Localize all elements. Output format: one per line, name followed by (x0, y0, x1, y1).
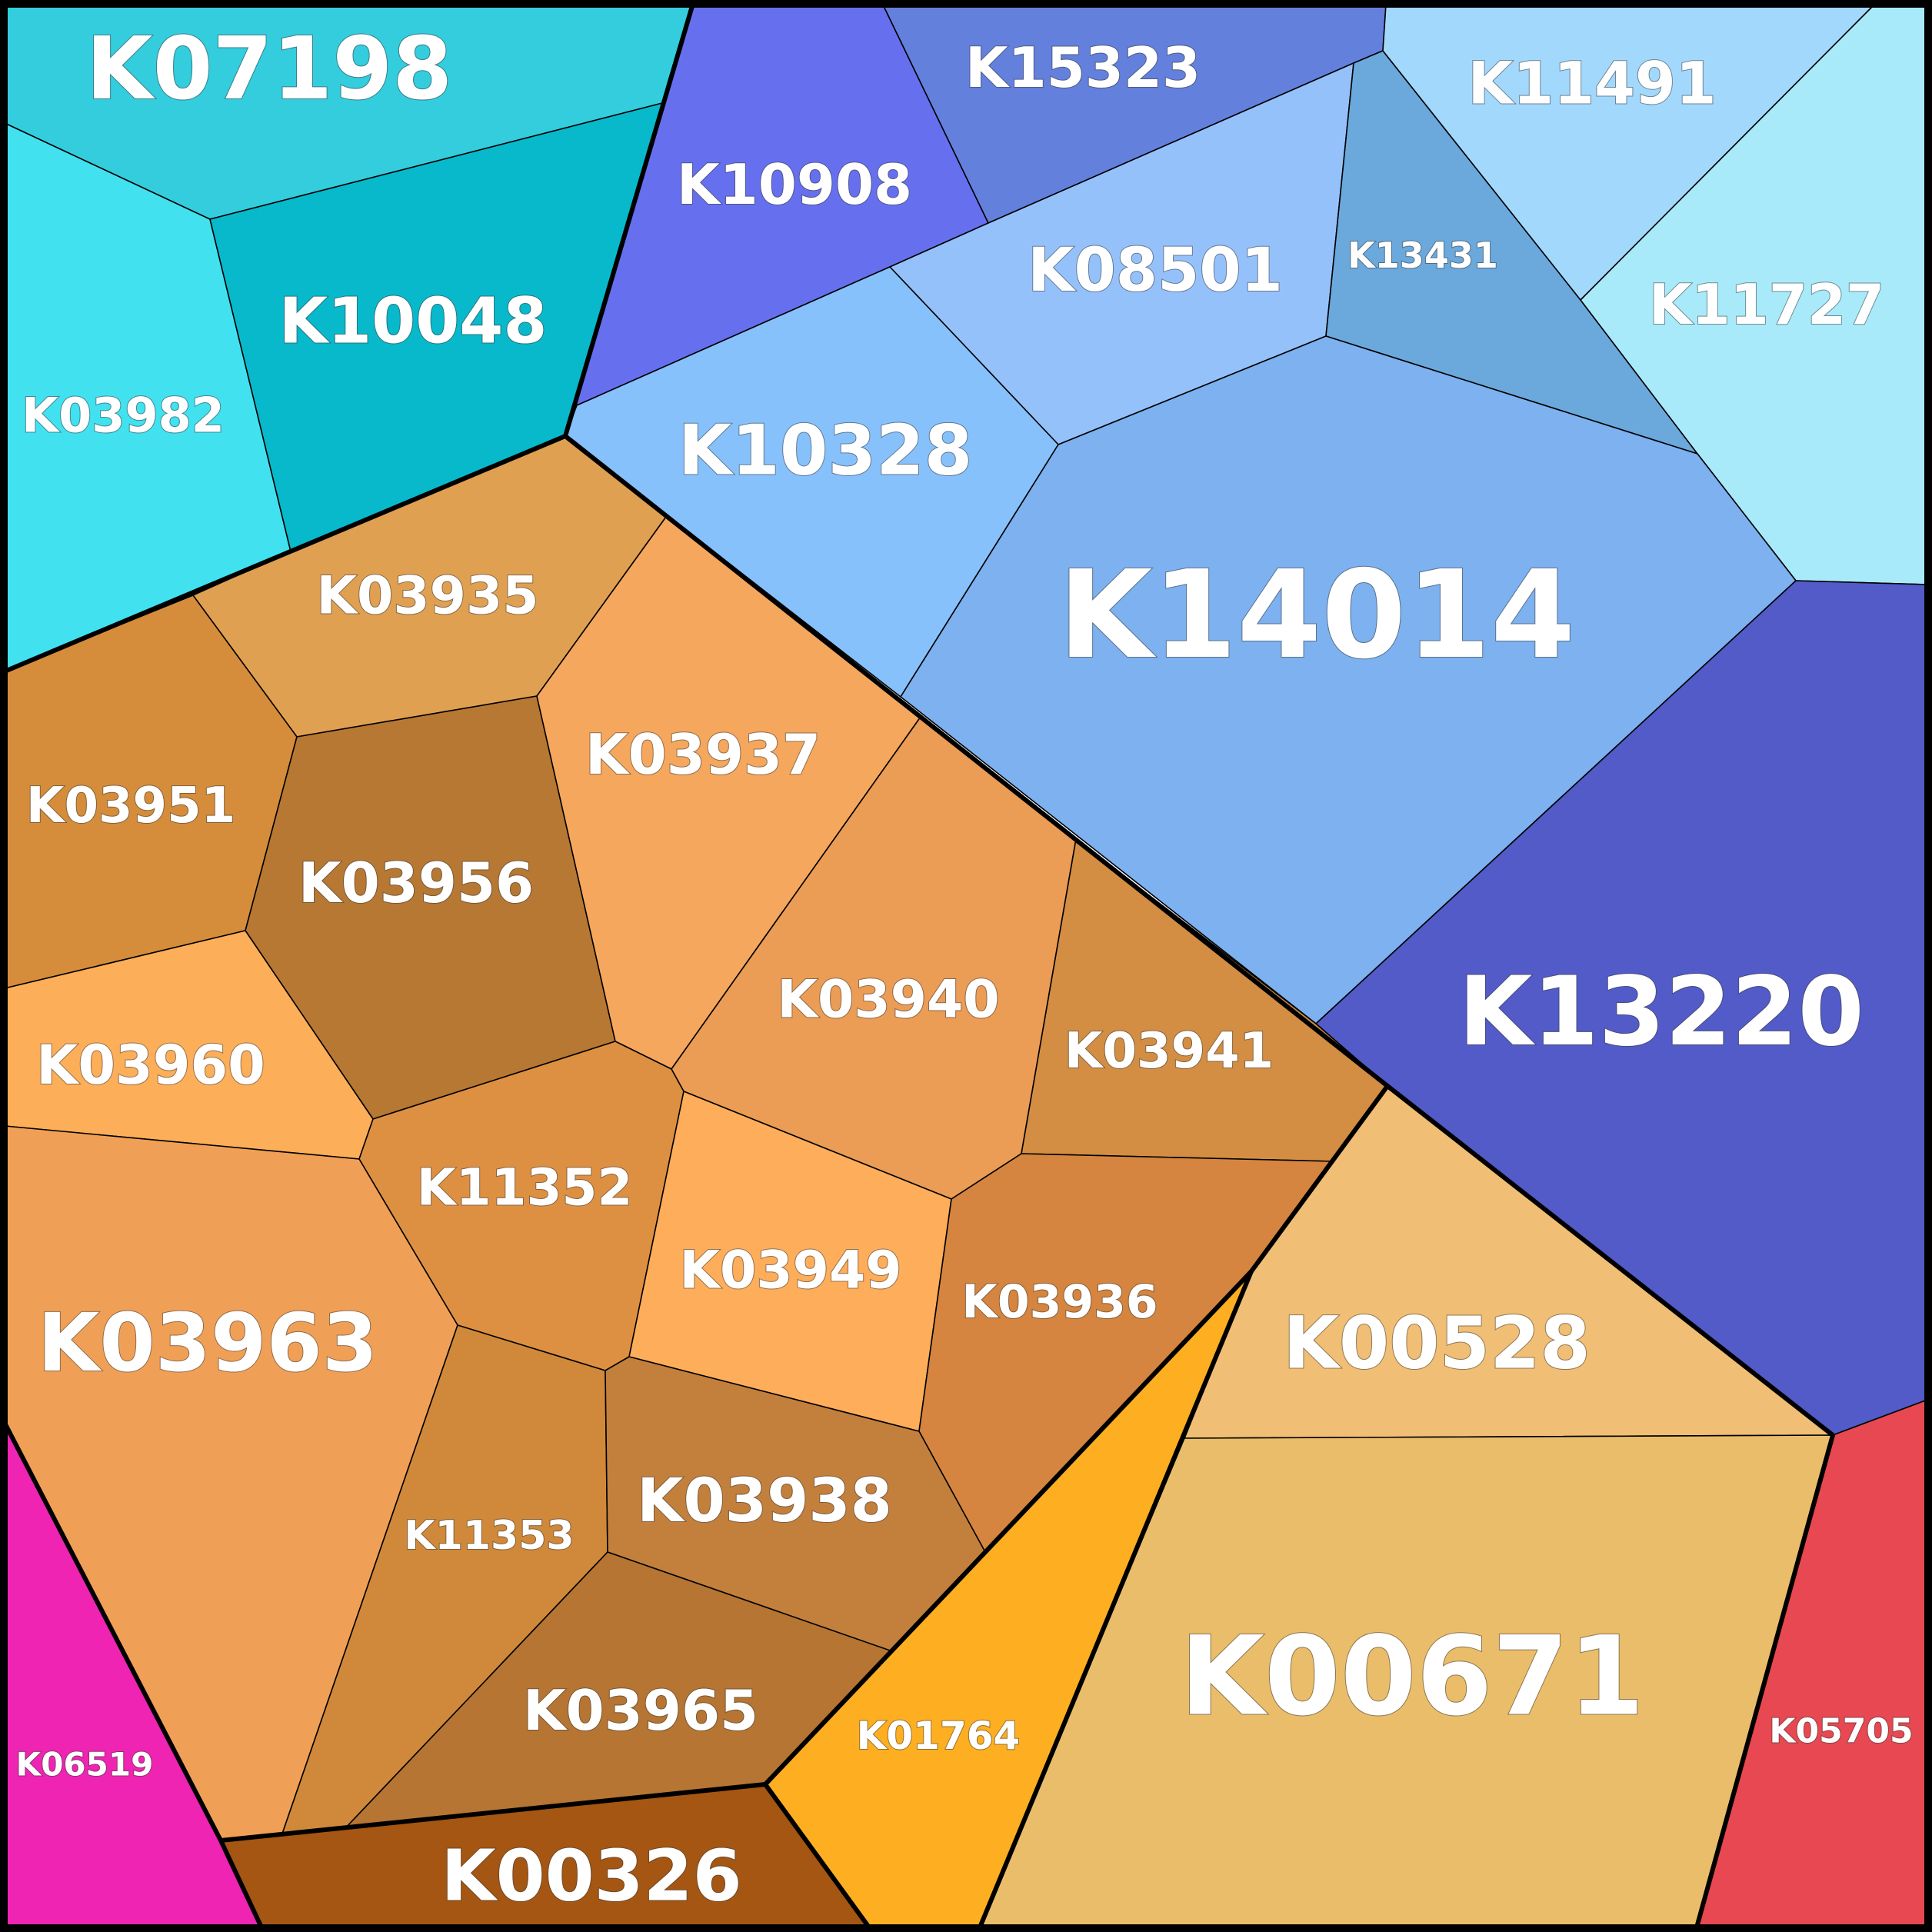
cell-label-k00528: K00528 (1283, 1302, 1591, 1386)
cell-label-k03951: K03951 (26, 778, 235, 834)
cell-label-k01764: K01764 (857, 1714, 1021, 1758)
cell-label-k13431: K13431 (1347, 235, 1498, 276)
cell-label-k03982: K03982 (22, 388, 225, 444)
cell-label-k11727: K11727 (1649, 272, 1884, 337)
group-boundaries (2, 4, 1835, 1930)
cell-label-k05705: K05705 (1769, 1712, 1913, 1751)
cell-label-k10048: K10048 (279, 285, 548, 358)
cell-label-k14014: K14014 (1058, 545, 1575, 686)
cell-label-k10328: K10328 (678, 411, 973, 491)
cell-label-k06519: K06519 (16, 1746, 154, 1784)
labels-layer: K07198 K03982 K10048 K10908 K15323 K08501 K134… (15, 18, 1914, 1918)
cell-label-k03956: K03956 (298, 851, 534, 915)
cell-label-k00326: K00326 (441, 1835, 741, 1917)
cell-label-k15323: K15323 (965, 35, 1201, 100)
cell-label-k11491: K11491 (1467, 49, 1716, 118)
cell-label-k03940: K03940 (777, 970, 999, 1031)
cell-label-k03949: K03949 (679, 1241, 901, 1301)
cell-label-k03935: K03935 (316, 566, 538, 627)
cell-label-k03936: K03936 (961, 1275, 1158, 1329)
cell-label-k03963: K03963 (38, 1296, 378, 1390)
cell-label-k03960: K03960 (36, 1034, 265, 1097)
cell-label-k07198: K07198 (86, 19, 452, 119)
cell-label-k03937: K03937 (585, 722, 821, 787)
cell-label-k03965: K03965 (523, 1678, 758, 1743)
cell-label-k11353: K11353 (404, 1513, 574, 1559)
cell-label-k00671: K00671 (1180, 1614, 1644, 1740)
cell-label-k03938: K03938 (637, 1467, 892, 1536)
cell-label-k03941: K03941 (1064, 1023, 1274, 1080)
cell-label-k11352: K11352 (417, 1158, 633, 1217)
cell-label-k10908: K10908 (677, 152, 912, 217)
cell-label-k08501: K08501 (1028, 236, 1283, 305)
cells-layer (4, 4, 1928, 1928)
cell-label-k13220: K13220 (1458, 957, 1864, 1068)
